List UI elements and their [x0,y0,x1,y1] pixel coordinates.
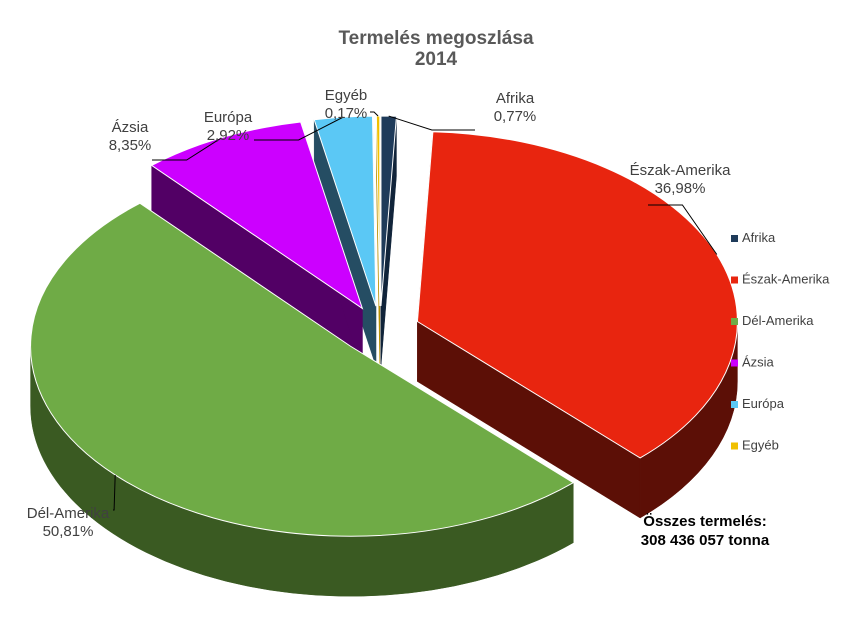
legend-swatch-europa [731,401,738,408]
data-label-value-egyeb: 0,17% [325,105,368,122]
data-label-name-eszak-amerika: Észak-Amerika [630,162,732,179]
legend-label-eszak-amerika: Észak-Amerika [742,272,830,287]
slice-azsia [150,121,364,369]
leader-line-europa [254,116,344,141]
data-label-name-del-amerika: Dél-Amerika [27,505,110,522]
legend-label-del-amerika: Dél-Amerika [742,313,814,328]
data-label-name-azsia: Ázsia [112,119,149,136]
slice-top [313,115,377,307]
legend-swatch-egyeb [731,442,738,450]
data-label-value-eszak-amerika: 36,98% [655,180,706,197]
slice-top [380,115,397,307]
leader-line-azsia [152,137,222,161]
legend-swatch-del-amerika [731,318,738,325]
data-label-name-egyeb: Egyéb [325,87,368,104]
legend-label-azsia: Ázsia [742,355,775,370]
pie-slices [30,115,738,597]
slice-eszak-amerika [416,131,738,519]
data-label-value-azsia: 8,35% [109,137,152,154]
legend-swatch-azsia [731,359,738,367]
slice-top [30,202,575,537]
data-label-value-afrika: 0,77% [494,108,537,125]
legend-swatch-afrika [731,235,738,242]
total-value: 308 436 057 tonna [640,532,770,549]
legend-label-europa: Európa [742,396,785,411]
leader-line-afrika [388,115,475,131]
data-label-name-europa: Európa [204,109,253,126]
leader-line-egyeb [370,111,379,117]
slice-top [416,131,738,459]
slice-egyeb [375,115,381,367]
slice-afrika [380,115,397,367]
legend-label-egyeb: Egyéb [742,438,779,453]
chart-title: Termelés megoszlása [338,28,533,49]
chart-subtitle: 2014 [415,49,458,70]
data-label-name-afrika: Afrika [496,90,535,107]
leader-lines [113,111,718,511]
leader-line-del-amerika [113,474,116,511]
data-label-value-del-amerika: 50,81% [43,523,94,540]
legend: Afrika Észak-Amerika Dél-Amerika Ázsia Európ… [731,230,830,453]
total-label: Összes termelés: [643,513,767,530]
data-label-value-europa: 2,92% [207,127,250,144]
slice-del-amerika [30,202,575,597]
legend-label-afrika: Afrika [742,230,776,245]
total-annotation: Összes termelés: 308 436 057 tonna [600,512,810,550]
leader-line-eszak-amerika [648,204,718,255]
legend-swatch-eszak-amerika [731,276,738,284]
